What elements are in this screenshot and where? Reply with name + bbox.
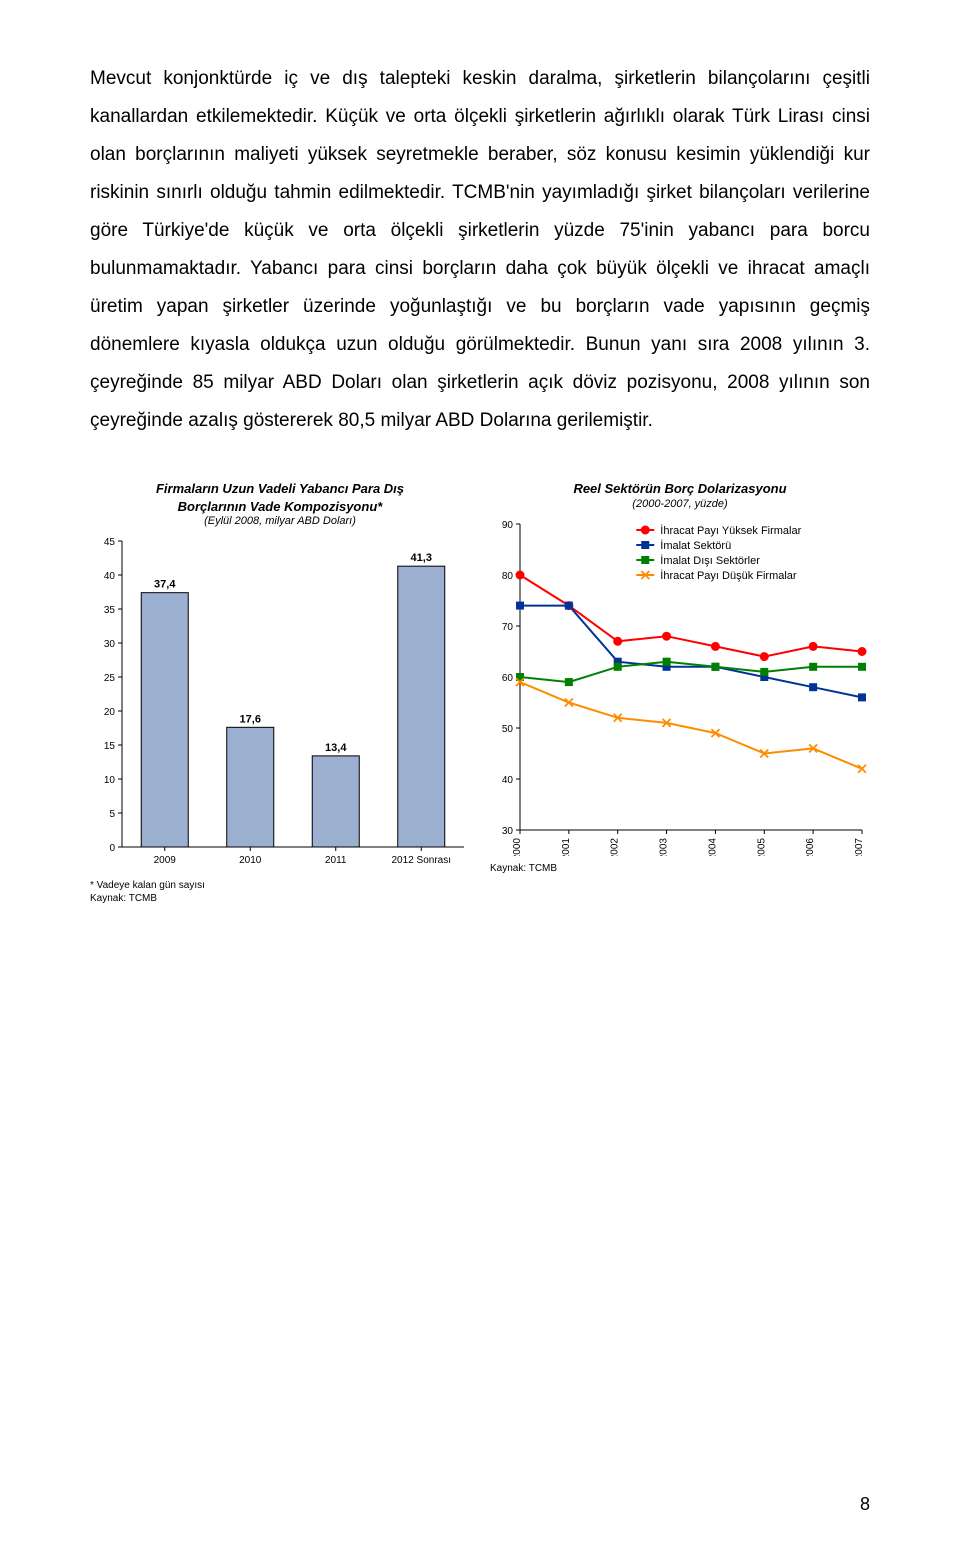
svg-text:37,4: 37,4 — [154, 579, 176, 591]
svg-text:41,3: 41,3 — [411, 552, 432, 564]
bar-chart-canvas: 0 5 10 15 20 25 30 35 40 45 37,4 2009 17,6 2010 13,4 20… — [90, 533, 470, 873]
svg-text:60: 60 — [502, 673, 514, 684]
svg-text:70: 70 — [502, 622, 514, 633]
svg-text:17,6: 17,6 — [240, 713, 261, 725]
svg-text:2012 Sonrası: 2012 Sonrası — [392, 855, 452, 866]
svg-text:0: 0 — [109, 843, 115, 854]
svg-text:2009: 2009 — [154, 855, 177, 866]
line-chart-container: Reel Sektörün Borç Dolarizasyonu (2000-2… — [490, 480, 870, 905]
svg-text:2002: 2002 — [610, 837, 621, 855]
bar-chart-title: Firmaların Uzun Vadeli Yabancı Para Dış … — [90, 480, 470, 515]
bar-chart-title-line2: Borçlarının Vade Kompozisyonu* — [178, 499, 383, 514]
svg-text:2003: 2003 — [659, 837, 670, 855]
svg-text:İmalat Dışı Sektörler: İmalat Dışı Sektörler — [660, 554, 760, 567]
line-chart-title: Reel Sektörün Borç Dolarizasyonu — [490, 480, 870, 498]
svg-text:2007: 2007 — [854, 837, 865, 855]
charts-row: Firmaların Uzun Vadeli Yabancı Para Dış … — [90, 480, 870, 905]
bar-chart-subtitle: (Eylül 2008, milyar ABD Doları) — [90, 515, 470, 527]
svg-text:40: 40 — [502, 775, 514, 786]
svg-text:İhracat Payı Yüksek Firmalar: İhracat Payı Yüksek Firmalar — [660, 524, 801, 537]
svg-text:İmalat Sektörü: İmalat Sektörü — [660, 539, 731, 552]
svg-text:2004: 2004 — [707, 837, 718, 855]
svg-text:45: 45 — [104, 537, 116, 548]
svg-text:50: 50 — [502, 724, 514, 735]
svg-text:40: 40 — [104, 571, 116, 582]
bar-chart-container: Firmaların Uzun Vadeli Yabancı Para Dış … — [90, 480, 470, 905]
svg-text:5: 5 — [109, 809, 115, 820]
body-paragraph: Mevcut konjonktürde iç ve dış talepteki … — [90, 60, 870, 440]
bar-chart-footnote: * Vadeye kalan gün sayısı Kaynak: TCMB — [90, 879, 470, 905]
svg-text:30: 30 — [502, 826, 514, 837]
svg-text:25: 25 — [104, 673, 116, 684]
line-chart-subtitle: (2000-2007, yüzde) — [490, 498, 870, 510]
svg-text:2005: 2005 — [756, 837, 767, 855]
svg-text:30: 30 — [104, 639, 116, 650]
svg-text:80: 80 — [502, 571, 514, 582]
bar-chart-title-line1: Firmaların Uzun Vadeli Yabancı Para Dış — [156, 481, 404, 496]
svg-text:10: 10 — [104, 775, 116, 786]
bar-chart-footnote-l1: * Vadeye kalan gün sayısı — [90, 880, 205, 891]
line-chart-canvas: 30 40 50 60 70 80 90 2000 2001 2002 2003 2004 2005 20… — [490, 516, 870, 856]
svg-text:2006: 2006 — [805, 837, 816, 855]
svg-text:2001: 2001 — [561, 837, 572, 855]
page-number: 8 — [860, 1494, 870, 1515]
bar-chart-footnote-l2: Kaynak: TCMB — [90, 893, 157, 904]
svg-text:2011: 2011 — [325, 855, 347, 866]
svg-text:15: 15 — [104, 741, 116, 752]
svg-text:İhracat Payı Düşük Firmalar: İhracat Payı Düşük Firmalar — [660, 569, 797, 582]
line-chart-footnote: Kaynak: TCMB — [490, 862, 870, 875]
svg-text:13,4: 13,4 — [325, 742, 347, 754]
svg-text:20: 20 — [104, 707, 116, 718]
svg-text:90: 90 — [502, 520, 514, 531]
svg-text:35: 35 — [104, 605, 116, 616]
svg-text:2010: 2010 — [239, 855, 262, 866]
svg-text:2000: 2000 — [512, 837, 523, 855]
